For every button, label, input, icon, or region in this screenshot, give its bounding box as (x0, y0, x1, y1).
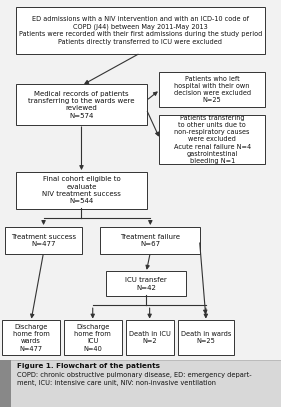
Text: Discharge
home from
ICU
N=40: Discharge home from ICU N=40 (74, 324, 111, 352)
Text: Treatment failure
N=67: Treatment failure N=67 (120, 234, 180, 247)
Text: Final cohort eligible to
evaluate
NIV treatment success
N=544: Final cohort eligible to evaluate NIV tr… (42, 176, 121, 204)
FancyBboxPatch shape (0, 360, 11, 407)
FancyBboxPatch shape (126, 320, 174, 355)
FancyBboxPatch shape (16, 172, 147, 209)
FancyBboxPatch shape (159, 72, 265, 107)
FancyBboxPatch shape (106, 271, 186, 296)
FancyBboxPatch shape (159, 115, 265, 164)
FancyBboxPatch shape (0, 360, 281, 407)
FancyBboxPatch shape (16, 7, 265, 54)
Text: Treatment success
N=477: Treatment success N=477 (11, 234, 76, 247)
Text: Death in ICU
N=2: Death in ICU N=2 (129, 331, 171, 344)
Text: Figure 1. Flowchart of the patients: Figure 1. Flowchart of the patients (17, 363, 160, 370)
FancyBboxPatch shape (2, 320, 60, 355)
Text: Medical records of patients
transferring to the wards were
reviewed
N=574: Medical records of patients transferring… (28, 91, 135, 119)
FancyBboxPatch shape (5, 227, 82, 254)
Text: ED admissions with a NIV intervention and with an ICD-10 code of
COPD (J44) betw: ED admissions with a NIV intervention an… (19, 16, 262, 45)
Text: ICU transfer
N=42: ICU transfer N=42 (125, 277, 167, 291)
FancyBboxPatch shape (178, 320, 234, 355)
Text: Death in wards
N=25: Death in wards N=25 (181, 331, 231, 344)
FancyBboxPatch shape (100, 227, 200, 254)
Text: Discharge
home from
wards
N=477: Discharge home from wards N=477 (13, 324, 49, 352)
Text: Patients who left
hospital with their own
decision were excluded
N=25: Patients who left hospital with their ow… (174, 76, 251, 103)
FancyBboxPatch shape (64, 320, 122, 355)
FancyBboxPatch shape (16, 84, 147, 125)
Text: Patients transfering
to other units due to
non-respiratory causes
were excluded
: Patients transfering to other units due … (174, 115, 251, 164)
Text: COPD: chronic obstructive pulmonary disease, ED: emergency depart-
ment, ICU: in: COPD: chronic obstructive pulmonary dise… (17, 372, 251, 386)
